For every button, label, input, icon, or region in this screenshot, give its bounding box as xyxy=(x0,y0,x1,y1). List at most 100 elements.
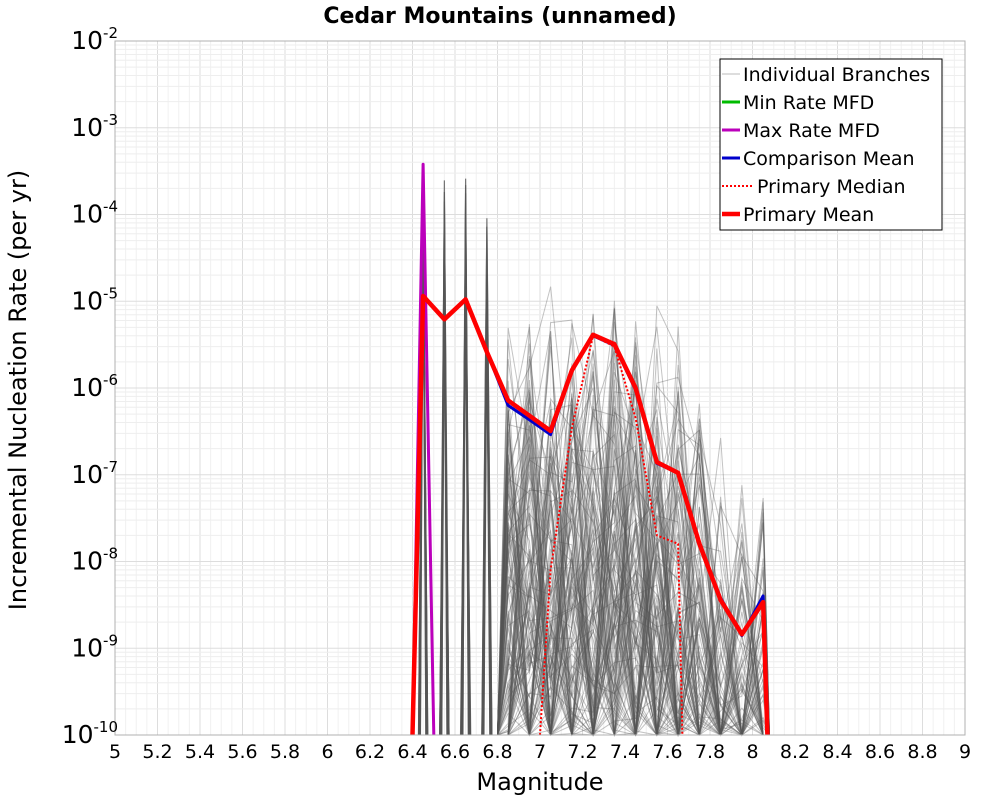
branch-line xyxy=(497,286,770,736)
x-axis-label: Magnitude xyxy=(476,768,603,796)
branch-line xyxy=(497,326,770,737)
x-tick-label: 5 xyxy=(109,741,121,763)
y-tick-label: 10-5 xyxy=(71,284,118,315)
x-tick-label: 6.8 xyxy=(482,741,512,763)
y-tick-label: 10-3 xyxy=(71,111,118,142)
branch-line xyxy=(497,336,770,736)
branch-line xyxy=(497,437,770,736)
legend-label-individual-branches: Individual Branches xyxy=(743,64,930,86)
y-axis-label: Incremental Nucleation Rate (per yr) xyxy=(4,170,32,610)
branch-line xyxy=(497,477,770,736)
branch-line xyxy=(497,425,770,736)
x-tick-label: 6.2 xyxy=(355,741,385,763)
branch-line xyxy=(497,372,770,737)
branch-line xyxy=(481,226,493,736)
x-tick-label: 8.8 xyxy=(907,741,937,763)
x-tick-label: 5.6 xyxy=(227,741,257,763)
branch-line xyxy=(497,441,770,736)
y-tick-label: 10-6 xyxy=(71,371,118,402)
branch-line xyxy=(497,395,770,737)
y-tick-label: 10-9 xyxy=(71,631,118,662)
x-tick-label: 9 xyxy=(959,741,971,763)
x-tick-label: 8.6 xyxy=(865,741,895,763)
legend-label-max-rate-mfd: Max Rate MFD xyxy=(743,120,880,142)
branch-line xyxy=(497,362,770,736)
branch-line xyxy=(497,391,770,737)
branch-line xyxy=(497,321,770,736)
chart-title: Cedar Mountains (unnamed) xyxy=(323,4,676,29)
legend-label-min-rate-mfd: Min Rate MFD xyxy=(743,92,874,114)
x-tick-label: 7 xyxy=(534,741,546,763)
branch-line xyxy=(439,310,450,736)
branch-line xyxy=(497,405,770,736)
branch-line xyxy=(497,435,770,736)
branch-line xyxy=(497,448,770,736)
series-primary-median xyxy=(539,334,684,736)
branch-line xyxy=(497,390,770,736)
x-tick-label: 8 xyxy=(746,741,758,763)
branch-line xyxy=(497,387,770,736)
branch-line xyxy=(497,387,770,736)
y-tick-label: 10-8 xyxy=(71,545,118,576)
branch-line xyxy=(497,392,770,736)
individual-branches xyxy=(417,164,770,737)
branch-line xyxy=(497,331,770,736)
branch-line xyxy=(497,439,770,737)
series-lines xyxy=(410,162,770,736)
branch-line xyxy=(497,384,770,737)
branch-line xyxy=(497,417,770,736)
y-axis-ticks: 10-10 10-9 10-8 10-7 10-6 10-5 10-4 10-3 10-2 xyxy=(62,24,118,749)
branch-line xyxy=(483,275,491,736)
branch-line xyxy=(441,263,448,736)
x-tick-label: 5.4 xyxy=(185,741,215,763)
branch-line xyxy=(497,464,770,736)
branch-line xyxy=(497,371,770,736)
branch-line xyxy=(497,350,770,736)
branch-line xyxy=(497,406,770,736)
branch-line xyxy=(497,321,770,736)
branch-line xyxy=(497,414,770,736)
x-tick-label: 6 xyxy=(321,741,333,763)
branch-line xyxy=(497,347,770,736)
branch-line xyxy=(497,371,770,737)
y-tick-label: 10-4 xyxy=(71,198,118,229)
branch-line xyxy=(497,401,770,737)
x-tick-label: 6.4 xyxy=(397,741,427,763)
x-tick-label: 7.8 xyxy=(695,741,725,763)
x-tick-label: 5.2 xyxy=(142,741,172,763)
branch-line xyxy=(497,559,770,737)
y-tick-label: 10-2 xyxy=(71,24,118,55)
branch-line xyxy=(497,386,770,736)
branch-line xyxy=(497,426,770,736)
legend: Individual Branches Min Rate MFD Max Rate … xyxy=(719,58,943,231)
series-primary-mean xyxy=(410,293,770,736)
branch-line xyxy=(497,397,770,737)
x-tick-label: 7.4 xyxy=(610,741,640,763)
x-tick-label: 8.2 xyxy=(780,741,810,763)
x-axis-ticks: 5 5.2 5.4 5.6 5.8 6 6.2 6.4 6.6 6.8 7 7.2 7.4 7.6 7.8 8… xyxy=(109,741,971,763)
branch-line xyxy=(497,403,770,736)
x-tick-label: 6.6 xyxy=(440,741,470,763)
x-tick-label: 7.2 xyxy=(567,741,597,763)
x-tick-label: 8.4 xyxy=(822,741,852,763)
branch-line xyxy=(497,339,770,736)
branch-line xyxy=(497,395,770,736)
legend-label-primary-median: Primary Median xyxy=(757,176,906,198)
y-tick-label: 10-7 xyxy=(71,458,118,489)
branch-line xyxy=(497,409,770,736)
branch-line xyxy=(497,397,770,736)
legend-box xyxy=(719,58,943,231)
legend-label-primary-mean: Primary Mean xyxy=(743,204,874,226)
branch-line xyxy=(497,326,770,736)
branch-line xyxy=(497,413,770,737)
x-tick-label: 5.8 xyxy=(270,741,300,763)
y-tick-label: 10-10 xyxy=(62,718,118,749)
branch-line xyxy=(461,202,471,736)
branch-line xyxy=(497,397,770,736)
branch-line xyxy=(497,409,770,736)
branch-line xyxy=(497,337,770,736)
legend-label-comparison-mean: Comparison Mean xyxy=(743,148,915,170)
branch-line xyxy=(497,458,770,736)
branch-line xyxy=(497,356,770,736)
